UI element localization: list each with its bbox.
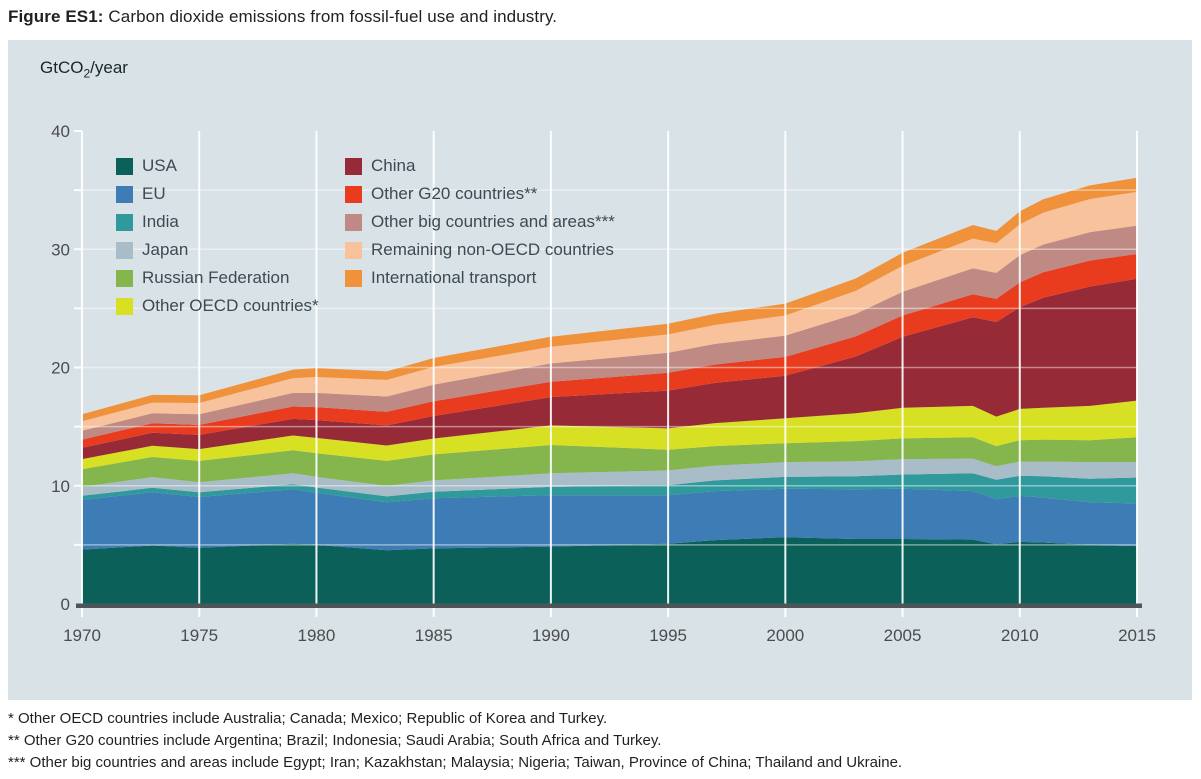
y-axis-tick-label-0: 0	[61, 595, 70, 614]
legend-swatch-other-big-countries-and-areas	[345, 213, 362, 231]
area-china	[82, 278, 1137, 460]
legend-column-2: China Other G20 countries** Other big coun…	[345, 152, 615, 292]
area-other-big-countries-and-areas	[82, 225, 1137, 440]
y-axis-tick-label-40: 40	[51, 122, 70, 141]
footnotes: * Other OECD countries include Australia…	[8, 708, 902, 774]
legend-item-china: China	[345, 152, 615, 180]
legend-label-china: China	[371, 156, 416, 175]
y-axis-unit-label: GtCO2/year	[40, 58, 128, 80]
legend-item-international-transport: International transport	[345, 264, 615, 292]
x-axis-baseline	[76, 603, 1142, 608]
x-axis-tick-label-2010: 2010	[1001, 626, 1039, 645]
legend-item-usa: USA	[116, 152, 319, 180]
area-japan	[82, 458, 1137, 497]
legend-swatch-russian-federation	[116, 269, 133, 287]
footnote-other-oecd: * Other OECD countries include Australia…	[8, 710, 608, 727]
x-axis-tick-label-1975: 1975	[180, 626, 218, 645]
x-axis-tick-label-2015: 2015	[1118, 626, 1156, 645]
y-axis-tick-label-10: 10	[51, 477, 70, 496]
legend-swatch-japan	[116, 241, 133, 259]
footnote-other-big: *** Other big countries and areas includ…	[8, 754, 903, 771]
y-axis-tick-label-30: 30	[51, 240, 70, 259]
legend-label-india: India	[142, 212, 179, 231]
legend-swatch-international-transport	[345, 269, 362, 287]
figure-label: Figure ES1:	[8, 7, 104, 26]
legend-item-japan: Japan	[116, 236, 319, 264]
legend-label-usa: USA	[142, 156, 177, 175]
legend-item-remaining-non-oecd-countries: Remaining non-OECD countries	[345, 236, 615, 264]
area-russian-federation	[82, 437, 1137, 487]
x-axis-tick-label-2000: 2000	[766, 626, 804, 645]
figure-caption: Carbon dioxide emissions from fossil-fue…	[103, 7, 558, 26]
x-axis-tick-label-2005: 2005	[884, 626, 922, 645]
legend-item-other-g20-countries: Other G20 countries**	[345, 180, 615, 208]
area-remaining-non-oecd-countries	[82, 191, 1137, 431]
legend-item-other-oecd-countries: Other OECD countries*	[116, 292, 319, 320]
x-axis-tick-label-1980: 1980	[298, 626, 336, 645]
legend-label-eu: EU	[142, 184, 166, 203]
legend-item-india: India	[116, 208, 319, 236]
figure-title: Figure ES1: Carbon dioxide emissions fro…	[8, 7, 557, 27]
legend-item-other-big-countries-and-areas: Other big countries and areas***	[345, 208, 615, 236]
legend-swatch-other-oecd-countries	[116, 297, 133, 315]
legend-swatch-india	[116, 213, 133, 231]
legend-swatch-usa	[116, 157, 133, 175]
legend-swatch-eu	[116, 185, 133, 203]
legend-label-other-big-countries-and-areas: Other big countries and areas***	[371, 212, 615, 231]
area-usa	[82, 537, 1137, 604]
legend-label-other-oecd-countries: Other OECD countries*	[142, 296, 319, 315]
legend-swatch-other-g20-countries	[345, 185, 362, 203]
area-other-oecd-countries	[82, 400, 1137, 470]
footnote-other-g20: ** Other G20 countries include Argentina…	[8, 732, 662, 749]
legend-column-1: USA EU India Japan Russian Federation Other O…	[116, 152, 319, 320]
x-axis-tick-label-1970: 1970	[63, 626, 101, 645]
area-india	[82, 473, 1137, 504]
x-axis-tick-label-1985: 1985	[415, 626, 453, 645]
unit-subscript: 2	[83, 66, 91, 81]
area-international-transport	[82, 177, 1137, 422]
unit-text-suffix: /year	[90, 58, 128, 77]
legend-label-japan: Japan	[142, 240, 189, 259]
x-axis-tick-label-1995: 1995	[649, 626, 687, 645]
unit-text: GtCO	[40, 58, 84, 77]
legend-swatch-remaining-non-oecd-countries	[345, 241, 362, 259]
legend-item-eu: EU	[116, 180, 319, 208]
area-other-g20-countries	[82, 254, 1137, 448]
legend-item-russian-federation: Russian Federation	[116, 264, 319, 292]
legend-swatch-china	[345, 157, 362, 175]
legend-label-remaining-non-oecd-countries: Remaining non-OECD countries	[371, 240, 614, 259]
x-axis-tick-label-1990: 1990	[532, 626, 570, 645]
legend-label-russian-federation: Russian Federation	[142, 268, 290, 287]
legend-label-international-transport: International transport	[371, 268, 537, 287]
legend-label-other-g20-countries: Other G20 countries**	[371, 184, 538, 203]
y-axis-tick-label-20: 20	[51, 359, 70, 378]
area-eu	[82, 488, 1137, 551]
